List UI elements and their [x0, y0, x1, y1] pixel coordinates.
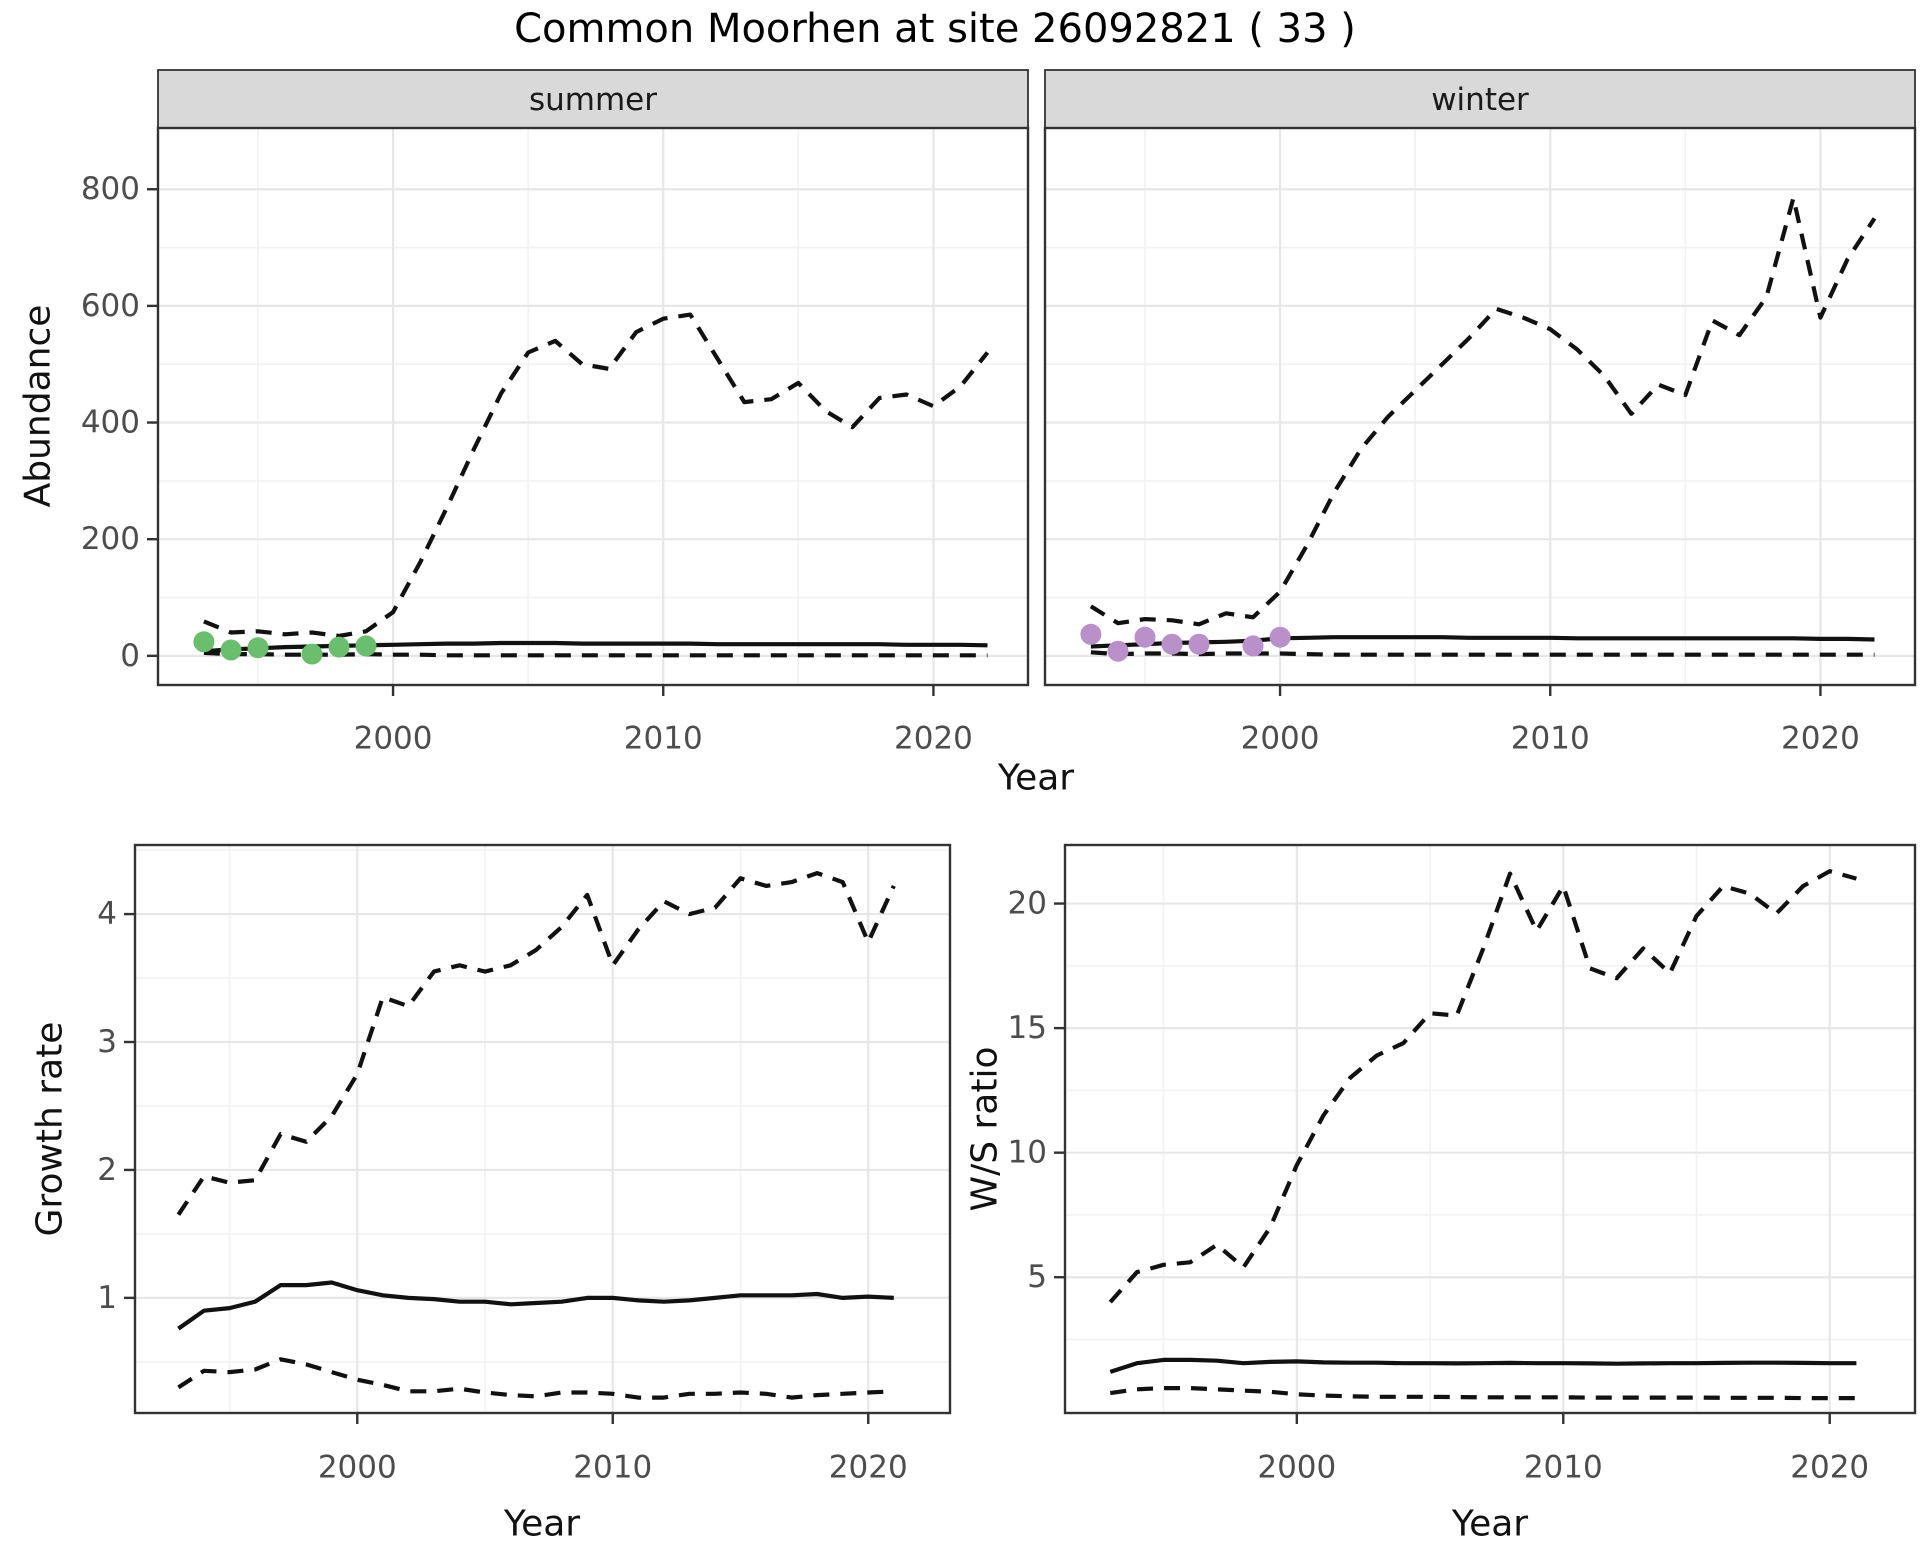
observed-point [328, 636, 350, 658]
y-tick-label: 2 [97, 1152, 117, 1188]
growth-rate-upper-credible-line [176, 870, 896, 1216]
y-tick-label: 600 [81, 288, 140, 324]
y-tick-label: 0 [120, 638, 140, 674]
abundance-winter-lower-credible-line [1090, 650, 1875, 657]
panel-background [135, 845, 950, 1413]
abundance-winter-x-axis: 2000 2010 2020 [1241, 685, 1860, 756]
x-tick-label: 2000 [318, 1449, 397, 1485]
y-tick-label: 20 [1008, 886, 1047, 922]
y-tick-label: 15 [1008, 1010, 1047, 1046]
x-axis-title-year-bottom-right: Year [1451, 1503, 1529, 1545]
x-tick-label: 2020 [894, 720, 973, 756]
observed-point [247, 637, 269, 659]
x-axis-title-year-top: Year [997, 757, 1075, 799]
observed-point [1269, 626, 1291, 648]
x-tick-label: 2020 [1781, 720, 1860, 756]
y-axis-title-growth-rate: Growth rate [29, 1021, 71, 1237]
x-axis-title-year-bottom-left: Year [503, 1503, 581, 1545]
facet-label-summer: summer [529, 82, 657, 118]
x-tick-label: 2010 [624, 720, 703, 756]
x-tick-label: 2020 [1790, 1449, 1869, 1485]
y-tick-label: 3 [97, 1024, 117, 1060]
ws-ratio-panel: 2000 2010 2020 5 10 15 20 [1008, 843, 1917, 1485]
ws-ratio-median-line [1109, 1357, 1857, 1374]
observed-point [1080, 623, 1102, 645]
growth-rate-lower-credible-line [177, 1357, 894, 1400]
facet-strip [157, 69, 1029, 129]
ws-ratio-lower-credible-line [1110, 1385, 1857, 1401]
abundance-winter-median-line [1090, 635, 1875, 649]
facet-label-winter: winter [1431, 82, 1529, 118]
y-axis-title-abundance: Abundance [17, 304, 59, 508]
observed-point [1242, 635, 1264, 657]
observed-point [1188, 633, 1210, 655]
abundance-winter-series [1080, 195, 1877, 662]
ws-ratio-series [1108, 869, 1857, 1401]
observed-point [301, 643, 323, 665]
abundance-summer-panel: summer 2000 2010 2020 0 200 400 600 800 [81, 69, 1030, 756]
abundance-winter-observed-points [1080, 623, 1291, 662]
chart-title: Common Moorhen at site 26092821 ( 33 ) [514, 6, 1356, 52]
y-axis-title-ws-ratio: W/S ratio [964, 1046, 1006, 1212]
abundance-summer-lower-credible-line [203, 650, 988, 658]
abundance-summer-x-axis: 2000 2010 2020 [354, 685, 973, 756]
growth-rate-x-axis: 2000 2010 2020 [318, 1413, 908, 1485]
growth-rate-y-axis: 1 2 3 4 [97, 896, 135, 1316]
abundance-winter-upper-credible-line [1089, 195, 1877, 627]
x-tick-label: 2000 [354, 720, 433, 756]
y-tick-label: 800 [81, 171, 140, 207]
panel-border [1043, 126, 1917, 687]
observed-point [220, 639, 242, 661]
x-tick-label: 2000 [1257, 1449, 1336, 1485]
ws-ratio-x-axis: 2000 2010 2020 [1257, 1413, 1869, 1485]
growth-rate-median-line [177, 1280, 894, 1331]
ws-ratio-grid [1065, 845, 1915, 1413]
y-tick-label: 1 [97, 1280, 117, 1316]
x-tick-label: 2000 [1241, 720, 1320, 756]
abundance-summer-observed-points [193, 631, 377, 665]
observed-point [1107, 640, 1129, 662]
abundance-summer-upper-credible-line [203, 312, 990, 639]
abundance-winter-panel: winter 2000 2010 2020 [1043, 69, 1917, 756]
ws-ratio-y-axis: 5 10 15 20 [1008, 886, 1065, 1295]
panel-border [156, 126, 1030, 687]
abundance-summer-y-axis: 0 200 400 600 800 [81, 171, 158, 674]
abundance-winter-grid [1045, 128, 1915, 685]
abundance-summer-series [193, 312, 990, 665]
growth-rate-series [176, 870, 896, 1400]
y-tick-label: 10 [1008, 1135, 1047, 1171]
x-tick-label: 2010 [1511, 720, 1590, 756]
y-tick-label: 200 [81, 521, 140, 557]
y-tick-label: 4 [97, 896, 117, 932]
observed-point [355, 635, 377, 657]
x-tick-label: 2010 [573, 1449, 652, 1485]
ws-ratio-upper-credible-line [1108, 869, 1857, 1304]
panel-background [158, 128, 1028, 685]
observed-point [193, 631, 215, 653]
panel-background [1065, 845, 1915, 1413]
panel-border [1063, 843, 1917, 1415]
growth-rate-panel: 2000 2010 2020 1 2 3 4 [97, 843, 952, 1485]
facet-strip [1044, 69, 1916, 129]
x-tick-label: 2020 [829, 1449, 908, 1485]
observed-point [1161, 633, 1183, 655]
x-tick-label: 2010 [1524, 1449, 1603, 1485]
y-tick-label: 400 [81, 405, 140, 441]
growth-rate-grid [135, 845, 950, 1413]
panel-background [1045, 128, 1915, 685]
y-tick-label: 5 [1027, 1259, 1047, 1295]
panel-border [133, 843, 952, 1415]
observed-point [1134, 626, 1156, 648]
